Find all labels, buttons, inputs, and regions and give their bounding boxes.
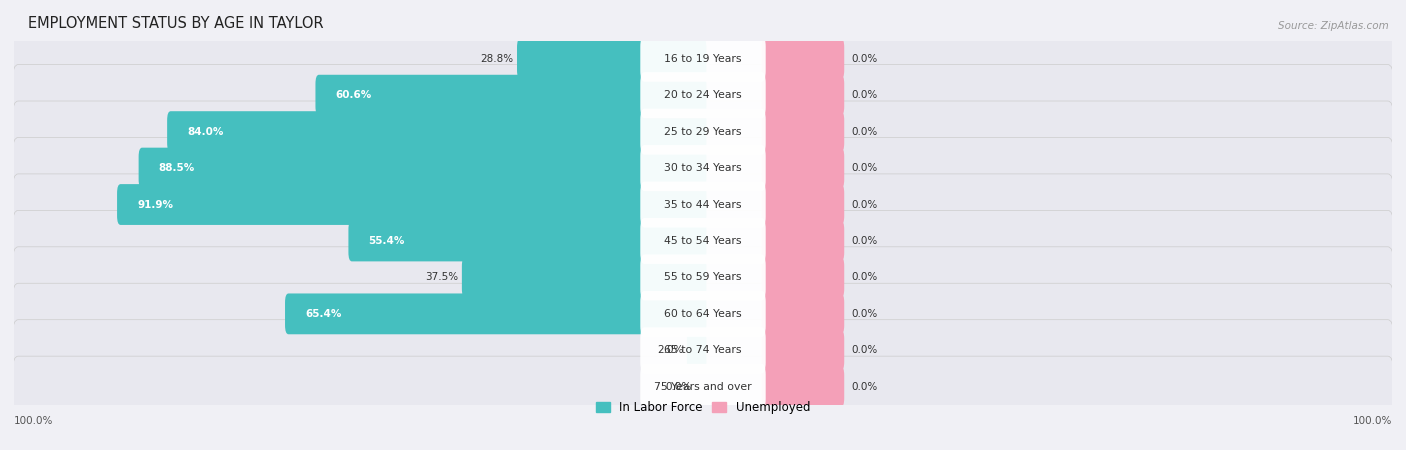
Text: 37.5%: 37.5%	[425, 272, 458, 283]
Text: 0.0%: 0.0%	[852, 345, 879, 356]
FancyBboxPatch shape	[517, 38, 706, 79]
FancyBboxPatch shape	[13, 64, 1393, 126]
FancyBboxPatch shape	[13, 137, 1393, 199]
FancyBboxPatch shape	[13, 210, 1393, 272]
Text: 60 to 64 Years: 60 to 64 Years	[664, 309, 742, 319]
Text: 0.0%: 0.0%	[852, 90, 879, 100]
Text: 30 to 34 Years: 30 to 34 Years	[664, 163, 742, 173]
Text: 16 to 19 Years: 16 to 19 Years	[664, 54, 742, 64]
Text: 0.0%: 0.0%	[852, 272, 879, 283]
FancyBboxPatch shape	[762, 220, 844, 261]
Text: 88.5%: 88.5%	[159, 163, 195, 173]
FancyBboxPatch shape	[640, 181, 766, 228]
Text: 65.4%: 65.4%	[305, 309, 342, 319]
Text: 0.0%: 0.0%	[852, 126, 879, 137]
FancyBboxPatch shape	[640, 108, 766, 155]
Text: 55.4%: 55.4%	[368, 236, 405, 246]
Text: 35 to 44 Years: 35 to 44 Years	[664, 199, 742, 210]
Text: 25 to 29 Years: 25 to 29 Years	[664, 126, 742, 137]
Text: 0.0%: 0.0%	[665, 382, 692, 392]
FancyBboxPatch shape	[349, 220, 706, 261]
FancyBboxPatch shape	[463, 257, 706, 298]
Text: Source: ZipAtlas.com: Source: ZipAtlas.com	[1278, 22, 1389, 32]
FancyBboxPatch shape	[285, 293, 706, 334]
FancyBboxPatch shape	[762, 38, 844, 79]
FancyBboxPatch shape	[640, 254, 766, 301]
FancyBboxPatch shape	[762, 366, 844, 407]
Text: 75 Years and over: 75 Years and over	[654, 382, 752, 392]
Text: 100.0%: 100.0%	[14, 416, 53, 426]
FancyBboxPatch shape	[640, 364, 766, 410]
Text: 28.8%: 28.8%	[481, 54, 513, 64]
FancyBboxPatch shape	[640, 291, 766, 337]
Text: 0.0%: 0.0%	[852, 199, 879, 210]
FancyBboxPatch shape	[13, 174, 1393, 235]
FancyBboxPatch shape	[167, 111, 706, 152]
FancyBboxPatch shape	[640, 36, 766, 82]
FancyBboxPatch shape	[13, 320, 1393, 381]
FancyBboxPatch shape	[13, 283, 1393, 345]
FancyBboxPatch shape	[13, 101, 1393, 162]
Text: 2.0%: 2.0%	[657, 345, 683, 356]
FancyBboxPatch shape	[139, 148, 706, 189]
Text: 0.0%: 0.0%	[852, 54, 879, 64]
FancyBboxPatch shape	[640, 327, 766, 374]
Text: 65 to 74 Years: 65 to 74 Years	[664, 345, 742, 356]
Text: 0.0%: 0.0%	[852, 382, 879, 392]
FancyBboxPatch shape	[640, 145, 766, 191]
FancyBboxPatch shape	[762, 330, 844, 371]
Text: 45 to 54 Years: 45 to 54 Years	[664, 236, 742, 246]
FancyBboxPatch shape	[762, 257, 844, 298]
Legend: In Labor Force, Unemployed: In Labor Force, Unemployed	[591, 397, 815, 419]
FancyBboxPatch shape	[13, 247, 1393, 308]
Text: EMPLOYMENT STATUS BY AGE IN TAYLOR: EMPLOYMENT STATUS BY AGE IN TAYLOR	[28, 16, 323, 32]
FancyBboxPatch shape	[315, 75, 706, 116]
Text: 60.6%: 60.6%	[336, 90, 371, 100]
Text: 20 to 24 Years: 20 to 24 Years	[664, 90, 742, 100]
Text: 0.0%: 0.0%	[852, 163, 879, 173]
Text: 91.9%: 91.9%	[136, 199, 173, 210]
FancyBboxPatch shape	[762, 148, 844, 189]
FancyBboxPatch shape	[762, 111, 844, 152]
FancyBboxPatch shape	[640, 72, 766, 118]
Text: 0.0%: 0.0%	[852, 236, 879, 246]
FancyBboxPatch shape	[13, 356, 1393, 418]
Text: 0.0%: 0.0%	[852, 309, 879, 319]
Text: 55 to 59 Years: 55 to 59 Years	[664, 272, 742, 283]
FancyBboxPatch shape	[762, 293, 844, 334]
FancyBboxPatch shape	[762, 184, 844, 225]
FancyBboxPatch shape	[688, 330, 706, 371]
FancyBboxPatch shape	[762, 75, 844, 116]
FancyBboxPatch shape	[13, 28, 1393, 90]
Text: 84.0%: 84.0%	[187, 126, 224, 137]
Text: 100.0%: 100.0%	[1353, 416, 1392, 426]
FancyBboxPatch shape	[640, 218, 766, 264]
FancyBboxPatch shape	[117, 184, 706, 225]
